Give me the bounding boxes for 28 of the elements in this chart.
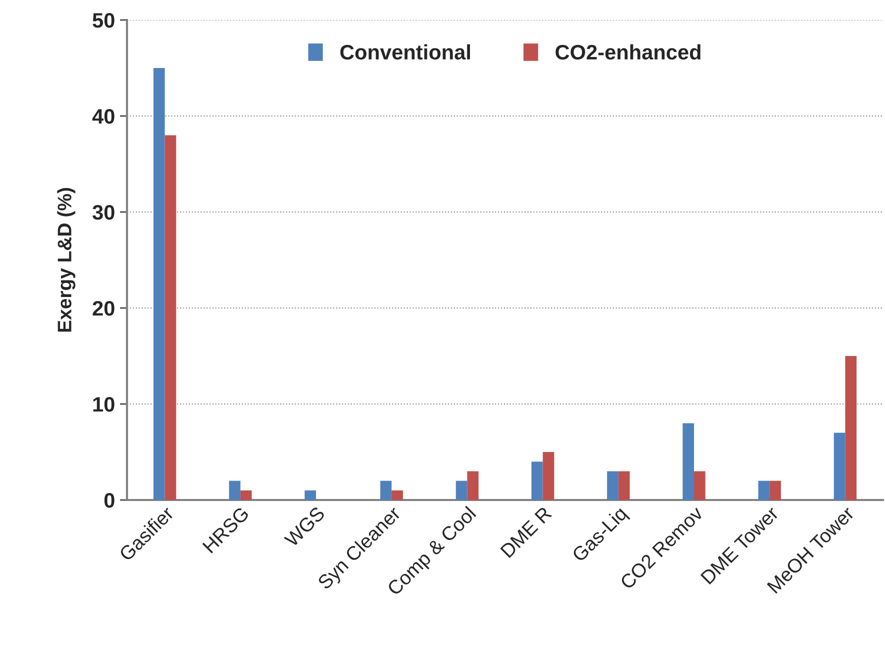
bar <box>770 480 781 500</box>
bar <box>456 480 468 500</box>
bar <box>467 471 479 500</box>
bar <box>542 452 554 500</box>
bar <box>682 423 694 500</box>
bar <box>229 480 240 500</box>
bar <box>618 471 630 500</box>
bar <box>834 432 846 500</box>
bar <box>240 490 252 500</box>
bar <box>304 490 316 500</box>
bar <box>392 490 403 500</box>
y-tick-label: 40 <box>92 109 114 124</box>
bar <box>164 135 176 500</box>
bar <box>758 480 770 500</box>
bar <box>694 471 706 500</box>
y-tick-label: 20 <box>92 301 114 316</box>
y-tick-label: 0 <box>104 493 114 508</box>
y-tick-label: 50 <box>92 13 114 28</box>
bar <box>153 68 165 500</box>
legend-label: Conventional <box>340 44 470 60</box>
legend-label: CO2-enhanced <box>556 44 700 60</box>
y-tick-label: 10 <box>93 397 114 412</box>
bar <box>845 356 857 500</box>
bar <box>607 471 618 500</box>
bar <box>531 462 543 500</box>
y-axis-title: Exergy L&D (%) <box>57 188 76 332</box>
y-tick-label: 30 <box>92 205 114 220</box>
bar <box>380 480 392 500</box>
